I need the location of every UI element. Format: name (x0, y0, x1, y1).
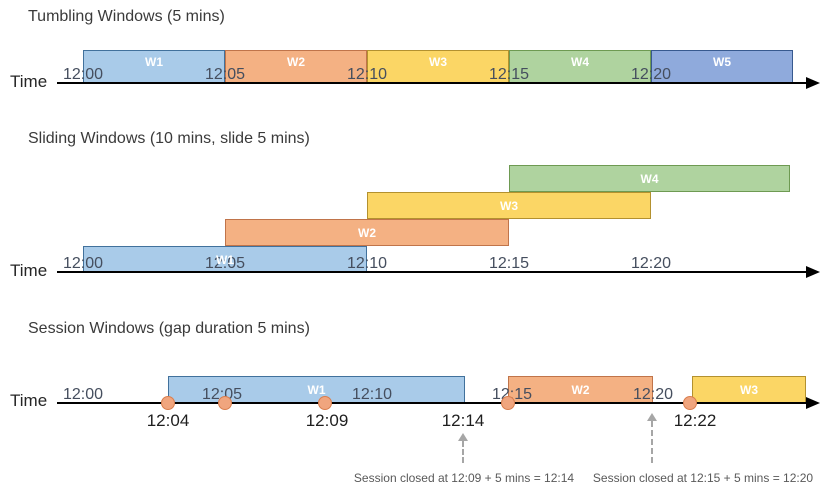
event-dot-1209 (318, 396, 332, 410)
session-closed-note-2: Session closed at 12:15 + 5 mins = 12:20 (592, 471, 814, 485)
tumbling-window-w3-label: W3 (429, 55, 447, 69)
session-closed-arrow-2-shaft (651, 421, 653, 463)
sliding-window-w1: W1 (83, 246, 367, 273)
sliding-window-w2: W2 (225, 219, 509, 246)
session-window-w2-label: W2 (571, 382, 590, 397)
event-label-1214: 12:14 (441, 411, 485, 430)
sliding-window-w2-label: W2 (358, 225, 376, 240)
tumbling-window-w1-label: W1 (145, 55, 163, 69)
session-window-w3-label: W3 (740, 382, 758, 397)
session-title: Session Windows (gap duration 5 mins) (28, 320, 310, 337)
tumbling-window-w2: W2 (225, 50, 367, 84)
sliding-window-w4: W4 (509, 165, 790, 192)
sliding-time-axis-label: Time (10, 261, 48, 280)
session-time-axis (57, 402, 807, 404)
session-time-axis-label: Time (10, 391, 48, 410)
event-label-1204: 12:04 (146, 411, 190, 430)
tumbling-window-w4-label: W4 (571, 55, 589, 69)
tumbling-time-axis-label: Time (10, 72, 48, 91)
session-tick-1205: 12:05 (201, 386, 243, 403)
tumbling-axis-arrow-icon (806, 77, 820, 89)
event-dot-1205 (218, 396, 232, 410)
tumbling-window-w4: W4 (509, 50, 651, 84)
session-window-w1: W1 (168, 376, 465, 403)
sliding-axis-arrow-icon (806, 266, 820, 278)
session-closed-note-1: Session closed at 12:09 + 5 mins = 12:14 (353, 471, 575, 485)
event-dot-1204 (161, 396, 175, 410)
tumbling-window-w1: W1 (83, 50, 225, 84)
session-axis-arrow-icon (806, 397, 820, 409)
sliding-time-axis (57, 271, 807, 273)
sliding-tick-1215: 12:15 (488, 255, 530, 272)
tumbling-window-w5: W5 (651, 50, 793, 84)
session-window-w3: W3 (692, 376, 806, 403)
event-label-1222: 12:22 (673, 411, 717, 430)
tumbling-tick-1210: 12:10 (346, 66, 388, 83)
sliding-window-w3: W3 (367, 192, 651, 219)
sliding-tick-1220: 12:20 (630, 255, 672, 272)
event-label-1209: 12:09 (305, 411, 349, 430)
tumbling-tick-1200: 12:00 (62, 66, 104, 83)
session-tick-1200: 12:00 (62, 386, 104, 403)
tumbling-time-axis (57, 82, 807, 84)
session-closed-arrow-2-icon (647, 413, 657, 421)
tumbling-window-w2-label: W2 (287, 55, 305, 69)
session-tick-1210: 12:10 (351, 386, 393, 403)
tumbling-tick-1215: 12:15 (488, 66, 530, 83)
sliding-window-w1-label: W1 (216, 252, 234, 267)
session-closed-arrow-1-icon (458, 433, 468, 441)
sliding-title: Sliding Windows (10 mins, slide 5 mins) (28, 130, 310, 147)
sliding-tick-1200: 12:00 (62, 255, 104, 272)
session-window-w1-label: W1 (307, 382, 326, 397)
sliding-tick-1210: 12:10 (346, 255, 388, 272)
event-dot-1222 (683, 396, 697, 410)
session-tick-1220: 12:20 (632, 386, 674, 403)
tumbling-tick-1205: 12:05 (204, 66, 246, 83)
tumbling-title: Tumbling Windows (5 mins) (28, 8, 225, 25)
sliding-tick-1205: 12:05 (204, 255, 246, 272)
session-closed-arrow-1-shaft (462, 441, 464, 463)
sliding-window-w3-label: W3 (500, 198, 518, 213)
sliding-window-w4-label: W4 (640, 171, 659, 186)
session-window-w2: W2 (508, 376, 653, 403)
event-dot-1215 (501, 396, 515, 410)
tumbling-tick-1220: 12:20 (630, 66, 672, 83)
tumbling-window-w3: W3 (367, 50, 509, 84)
tumbling-window-w5-label: W5 (713, 55, 731, 69)
